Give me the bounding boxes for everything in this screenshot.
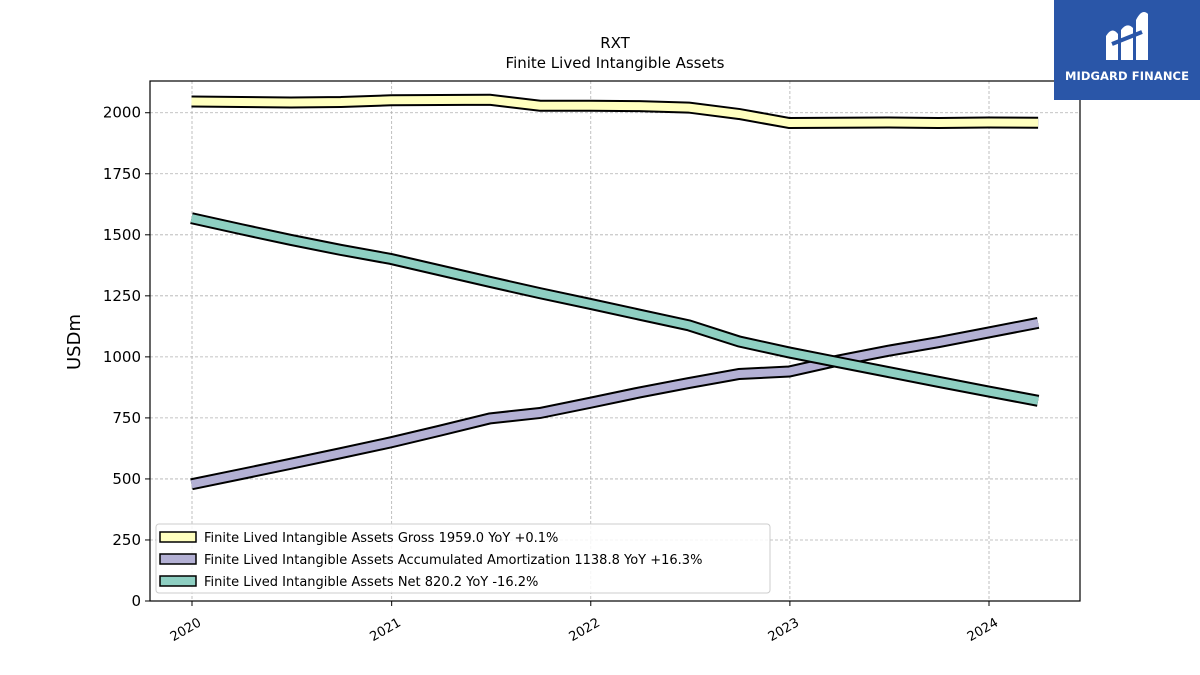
x-axis: 2020 2021 2022 2023 2024 (168, 601, 1001, 645)
series-lines (190, 93, 1040, 491)
plot-frame (149, 80, 1081, 602)
y-tick-label: 750 (112, 409, 141, 427)
series-line-fill (190, 318, 1039, 489)
series-line (191, 93, 1039, 130)
legend-label: Finite Lived Intangible Assets Net 820.2… (204, 575, 538, 590)
legend-swatch (159, 531, 197, 543)
logo-text: MIDGARD FINANCE (1064, 69, 1190, 83)
x-tick-label: 2021 (367, 615, 403, 645)
legend-label: Finite Lived Intangible Assets Accumulat… (204, 553, 702, 568)
series-line (190, 317, 1040, 491)
y-tick-label: 250 (112, 531, 141, 549)
series-line-fill (190, 214, 1039, 405)
logo-mark-icon (1106, 12, 1148, 60)
y-axis-label: USDm (64, 314, 85, 370)
series-line (190, 212, 1040, 407)
y-tick-label: 2000 (103, 104, 141, 122)
chart-subtitle: Finite Lived Intangible Assets (506, 54, 725, 72)
y-tick-label: 1500 (103, 226, 141, 244)
x-tick-label: 2023 (766, 615, 802, 645)
chart-title: RXT (600, 34, 630, 52)
x-tick-label: 2020 (168, 615, 204, 645)
y-tick-label: 1000 (103, 348, 141, 366)
x-tick-label: 2022 (567, 615, 603, 645)
legend-swatch (159, 553, 197, 565)
y-tick-label: 0 (131, 592, 141, 610)
brand-logo: MIDGARD FINANCE (1054, 0, 1200, 100)
y-tick-label: 1250 (103, 287, 141, 305)
legend-swatch (159, 575, 197, 587)
legend: Finite Lived Intangible Assets Gross 195… (155, 523, 771, 594)
legend-label: Finite Lived Intangible Assets Gross 195… (204, 531, 558, 546)
y-axis: 0 250 500 750 1000 1250 1500 1750 2000 (103, 104, 150, 610)
series-line-fill (191, 95, 1039, 128)
y-tick-label: 500 (112, 470, 141, 488)
legend-box (155, 523, 771, 594)
x-tick-label: 2024 (965, 615, 1001, 645)
y-tick-label: 1750 (103, 165, 141, 183)
